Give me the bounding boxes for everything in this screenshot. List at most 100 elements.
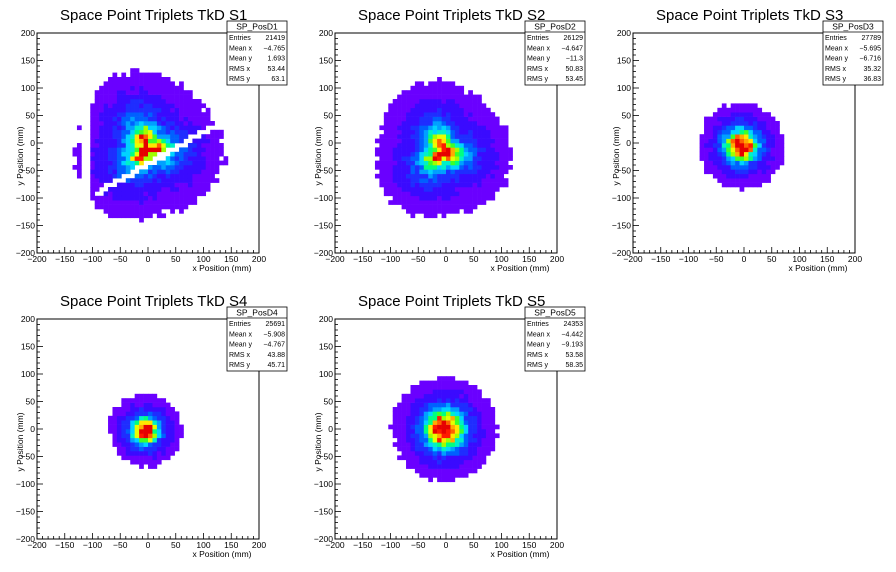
bin-cell [406, 178, 411, 183]
bin-cell [490, 165, 496, 170]
bin-cell [450, 121, 456, 126]
bin-cell [463, 121, 469, 126]
stats-value: 45.71 [267, 362, 285, 369]
bin-cell [94, 103, 100, 109]
bin-cell [468, 116, 473, 122]
bin-cell [397, 112, 402, 117]
bin-cell [121, 72, 127, 78]
stats-value: 24353 [564, 321, 584, 328]
bin-cell [446, 90, 451, 95]
bin-cell [485, 411, 491, 417]
bin-cell [472, 389, 478, 395]
bin-cell [383, 187, 389, 192]
y-tick-label: 100 [21, 369, 35, 379]
bin-cell [481, 187, 487, 192]
bin-cell [454, 442, 460, 447]
bin-cell [446, 209, 451, 214]
bin-cell [766, 129, 771, 135]
bin-cell [477, 160, 482, 166]
bin-cell [161, 165, 167, 170]
bin-cell [726, 143, 731, 148]
bin-cell [401, 407, 407, 412]
bin-cell [383, 143, 389, 148]
bin-cell [410, 455, 416, 461]
bin-cell [472, 94, 478, 100]
bin-cell [130, 156, 135, 161]
bin-cell [379, 182, 385, 188]
bin-cell [130, 446, 135, 452]
bin-cell [121, 437, 127, 443]
bin-cell [735, 169, 740, 175]
bin-cell [503, 160, 509, 166]
bin-cell [414, 147, 420, 153]
bin-cell [704, 121, 709, 126]
bin-cell [414, 165, 420, 170]
bin-cell [499, 182, 505, 188]
bin-cell [446, 385, 451, 390]
bin-cell [90, 178, 96, 183]
bin-cell [134, 411, 140, 417]
bin-cell [481, 134, 487, 139]
bin-cell [490, 191, 496, 197]
stats-label: RMS x [229, 352, 251, 359]
bin-cell [152, 455, 158, 461]
bin-cell [459, 398, 465, 403]
bin-cell [468, 446, 473, 452]
bin-cell [125, 103, 131, 109]
x-tick-label: −50 [709, 254, 724, 264]
bin-cell [463, 182, 469, 188]
bin-cell [179, 90, 184, 95]
bin-cell [121, 429, 127, 434]
tick-marks [36, 318, 260, 540]
bin-cell [192, 195, 198, 201]
bin-cell [156, 169, 162, 175]
bin-cell [419, 385, 425, 390]
bin-cell [414, 437, 420, 443]
bin-cell [125, 94, 131, 100]
bin-cell [108, 424, 113, 430]
bin-cell [174, 195, 180, 201]
bin-cell [721, 178, 727, 183]
bin-cell [752, 147, 758, 153]
bin-cell [414, 160, 420, 166]
bin-cell [432, 151, 438, 157]
stats-name: SP_PosD3 [832, 22, 874, 32]
bin-cell [419, 156, 425, 161]
bin-cell [463, 129, 469, 135]
bin-cell [454, 116, 460, 122]
bin-cell [143, 77, 149, 82]
bin-cell [459, 156, 465, 161]
bin-cell [739, 134, 745, 139]
stats-value: 21419 [266, 35, 286, 42]
bin-cell [441, 165, 447, 170]
bin-cell [388, 103, 394, 109]
bin-cell [179, 173, 184, 179]
bin-cell [401, 200, 407, 205]
bin-cell [419, 143, 425, 148]
bin-cell [441, 204, 447, 210]
bin-cell [152, 424, 158, 430]
bin-cell [397, 411, 402, 417]
bin-cell [757, 121, 763, 126]
bin-cell [735, 138, 740, 144]
bin-cell [152, 107, 158, 113]
bin-cell [423, 473, 429, 478]
bin-cell [717, 107, 723, 113]
bin-cell [130, 90, 135, 95]
bin-cell [152, 433, 158, 439]
bin-cell [717, 138, 723, 144]
bin-cell [134, 160, 140, 166]
bin-cell [454, 156, 460, 161]
bin-cell [419, 165, 425, 170]
bin-cell [441, 402, 447, 408]
bin-cell [174, 169, 180, 175]
bin-cell [406, 191, 411, 197]
bin-cell [192, 165, 198, 170]
bin-cell [485, 129, 491, 135]
bin-cell [423, 415, 429, 421]
bin-cell [761, 129, 767, 135]
bin-cell [450, 402, 456, 408]
bin-cell [125, 420, 131, 425]
bin-cell [108, 134, 113, 139]
bin-cell [419, 389, 425, 395]
